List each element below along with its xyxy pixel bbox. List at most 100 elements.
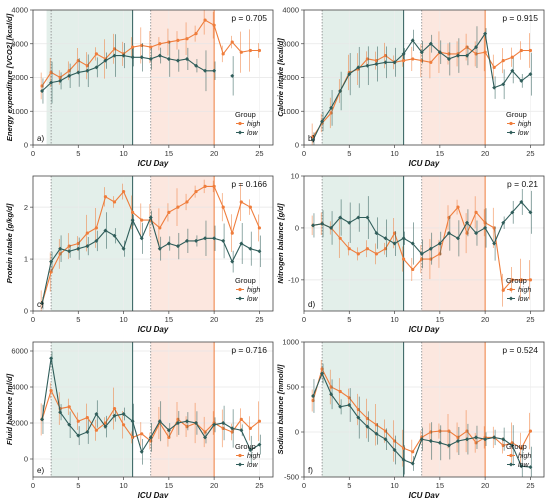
x-tick-label: 15: [436, 481, 444, 490]
point-high: [176, 205, 180, 209]
legend-entry-high: high: [518, 121, 531, 128]
x-tick-label: 20: [481, 481, 489, 490]
legend-key-marker-low: [509, 130, 513, 135]
point-low: [519, 464, 524, 469]
point-low: [184, 419, 189, 424]
point-low: [139, 236, 144, 241]
legend-key-marker-high: [238, 453, 242, 458]
point-low: [166, 56, 171, 61]
point-high: [112, 200, 117, 204]
legend-key-marker-low: [509, 462, 513, 467]
point-low: [230, 426, 235, 431]
point-low: [410, 38, 415, 43]
point-low: [40, 89, 45, 93]
point-low: [347, 220, 352, 225]
shade-low-region: [322, 342, 404, 477]
y-tick-label: 2: [24, 203, 28, 212]
point-low: [194, 421, 199, 425]
point-low: [356, 65, 361, 70]
point-low: [446, 231, 451, 236]
y-tick-label: 0: [24, 307, 28, 316]
x-tick-label: 0: [302, 149, 306, 158]
point-high: [158, 226, 162, 230]
point-high: [140, 218, 144, 222]
x-tick-label: 15: [165, 481, 173, 490]
point-high: [94, 226, 98, 230]
point-low: [203, 435, 208, 440]
point-high: [212, 184, 216, 188]
x-tick-label: 5: [347, 315, 351, 324]
point-high: [203, 18, 207, 22]
y-tick-label: 0: [295, 428, 299, 437]
y-tick-label: 10: [291, 172, 299, 181]
legend-key-marker-high: [238, 121, 242, 126]
point-low: [483, 437, 488, 442]
point-low: [130, 419, 135, 424]
point-low: [175, 421, 180, 425]
point-low: [103, 228, 108, 233]
legend-entry-low: low: [518, 130, 529, 137]
point-high: [131, 210, 135, 214]
point-high: [230, 40, 234, 44]
point-high: [121, 423, 126, 427]
y-tick-label: 2000: [11, 419, 28, 428]
point-high: [456, 205, 460, 209]
legend-key-marker-high: [509, 453, 513, 458]
point-high: [402, 257, 406, 261]
point-low: [383, 437, 388, 442]
legend-entry-high: high: [518, 287, 531, 294]
point-high: [248, 48, 252, 53]
x-tick-label: 25: [255, 315, 263, 324]
shade-high-region: [421, 342, 486, 477]
point-low: [85, 244, 90, 249]
point-low: [501, 437, 506, 442]
point-high: [347, 247, 351, 251]
point-low: [94, 65, 99, 70]
panel-a: 0 1000 2000 3000 4000 0 5 10 15 20 25 ICU Day Energy…: [5, 6, 274, 168]
point-low: [465, 53, 470, 58]
point-high: [528, 48, 533, 53]
y-tick-label: -10: [288, 275, 299, 284]
point-low: [474, 231, 479, 236]
point-low: [85, 430, 90, 434]
point-low: [356, 215, 361, 220]
point-low: [230, 73, 235, 78]
point-high: [221, 52, 225, 56]
point-high: [338, 389, 342, 394]
point-low: [184, 238, 189, 243]
x-tick-label: 15: [165, 315, 173, 324]
p-value: p = 0.166: [231, 179, 267, 189]
point-low: [67, 249, 72, 254]
point-low: [85, 68, 90, 73]
point-high: [519, 278, 523, 282]
point-low: [49, 356, 54, 361]
point-low: [519, 78, 524, 83]
point-high: [121, 189, 126, 194]
x-tick-label: 25: [526, 315, 534, 324]
point-low: [374, 62, 379, 66]
point-low: [221, 421, 226, 425]
point-low: [365, 63, 370, 68]
x-tick-label: 20: [210, 481, 218, 490]
point-high: [501, 59, 505, 63]
legend-entry-high: high: [518, 453, 531, 460]
point-low: [446, 443, 451, 448]
point-low: [130, 218, 135, 223]
point-low: [148, 56, 153, 61]
x-tick-label: 10: [390, 481, 398, 490]
point-low: [148, 215, 153, 220]
point-high: [411, 57, 415, 61]
point-high: [411, 450, 415, 454]
point-low: [103, 58, 108, 63]
x-axis-label: ICU Day: [138, 325, 169, 334]
legend-title: Group: [235, 110, 256, 119]
point-high: [94, 52, 98, 56]
point-high: [474, 210, 478, 214]
point-high: [239, 200, 243, 204]
point-low: [410, 461, 415, 466]
point-low: [230, 259, 235, 264]
shade-low-region: [322, 176, 404, 311]
point-low: [474, 45, 479, 50]
legend-title: Group: [235, 276, 256, 285]
point-low: [392, 448, 397, 452]
